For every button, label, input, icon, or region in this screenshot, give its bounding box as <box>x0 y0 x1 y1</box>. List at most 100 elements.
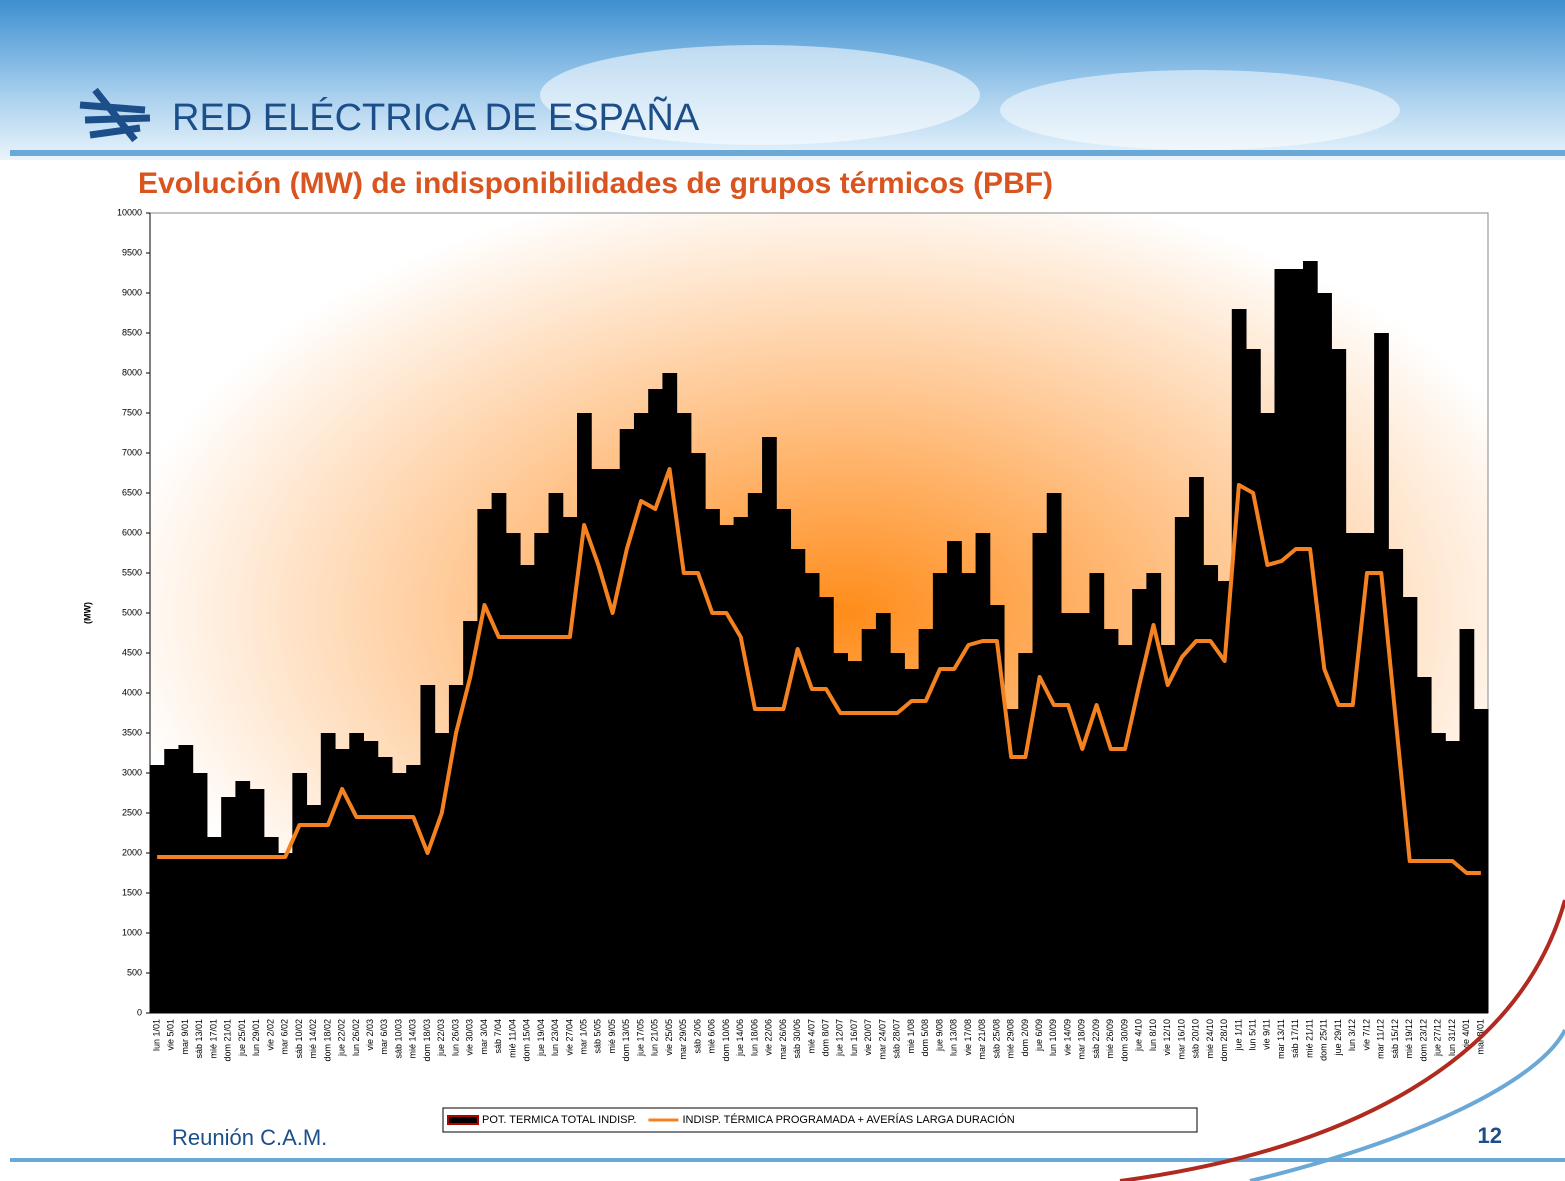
bar <box>890 653 905 1013</box>
x-tick-label: lun 31/12 <box>1447 1019 1457 1056</box>
y-axis-label: (MW) <box>82 602 92 624</box>
bar <box>548 493 564 1013</box>
x-tick-label: jue 27/12 <box>1433 1019 1443 1057</box>
x-tick-label: mié 6/06 <box>707 1019 717 1054</box>
cloud <box>540 45 980 145</box>
x-tick-label: lun 26/03 <box>450 1019 460 1056</box>
bar <box>1402 597 1418 1013</box>
bar <box>733 517 749 1013</box>
y-tick-label: 7000 <box>122 447 142 457</box>
bar <box>463 621 478 1013</box>
bar <box>1288 269 1304 1013</box>
bar <box>306 805 322 1013</box>
x-tick-label: vie 2/03 <box>365 1019 375 1051</box>
header-rule <box>10 150 1565 156</box>
bar <box>1274 269 1290 1013</box>
x-tick-label: vie 4/01 <box>1461 1019 1471 1051</box>
x-tick-label: jue 29/11 <box>1333 1019 1343 1056</box>
x-tick-label: jue 22/03 <box>436 1019 446 1057</box>
x-tick-label: lun 1/01 <box>151 1019 161 1051</box>
bar <box>932 573 948 1013</box>
bar <box>520 565 535 1013</box>
x-tick-label: lun 5/11 <box>1248 1019 1258 1050</box>
bar <box>1359 533 1375 1013</box>
x-tick-label: jue 6/09 <box>1034 1019 1044 1052</box>
legend-label: INDISP. TÉRMICA PROGRAMADA + AVERÍAS LAR… <box>682 1113 1014 1126</box>
x-tick-label: mar 26/06 <box>778 1019 788 1060</box>
bar <box>1317 293 1332 1013</box>
x-tick-label: mié 21/11 <box>1304 1019 1314 1058</box>
x-tick-label: jue 17/05 <box>635 1019 645 1057</box>
x-tick-label: mar 1/05 <box>579 1019 589 1055</box>
x-tick-label: vie 17/08 <box>963 1019 973 1056</box>
bar <box>619 429 635 1013</box>
y-tick-label: 5500 <box>122 567 142 577</box>
x-tick-label: dom 23/12 <box>1418 1019 1428 1062</box>
x-tick-label: vie 30/03 <box>465 1019 475 1056</box>
x-tick-label: mié 17/01 <box>208 1019 218 1059</box>
bar <box>833 653 848 1013</box>
bar <box>1117 645 1133 1013</box>
chart-title: Evolución (MW) de indisponibilidades de … <box>138 167 1053 200</box>
x-tick-label: sáb 25/08 <box>991 1019 1001 1059</box>
bar <box>150 765 165 1013</box>
x-tick-label: mar 6/02 <box>280 1019 290 1055</box>
bar <box>961 573 977 1013</box>
bar <box>591 469 606 1013</box>
decoration-curve <box>1119 899 1565 1181</box>
bar <box>363 741 379 1013</box>
bar <box>762 437 777 1013</box>
x-tick-label: lun 26/02 <box>351 1019 361 1056</box>
x-tick-label: lun 21/05 <box>650 1019 660 1056</box>
x-tick-label: mar 18/09 <box>1077 1019 1087 1060</box>
y-tick-label: 1500 <box>122 887 142 897</box>
decoration-curve <box>1249 1029 1565 1181</box>
x-tick-label: vie 14/09 <box>1062 1019 1072 1056</box>
bar <box>505 533 521 1013</box>
x-tick-label: sáb 2/06 <box>692 1019 702 1054</box>
bar <box>192 773 208 1013</box>
legend <box>442 1107 1198 1133</box>
x-tick-label: dom 21/01 <box>223 1019 233 1062</box>
bar <box>1231 309 1247 1013</box>
x-tick-label: sáb 17/11 <box>1290 1019 1300 1058</box>
legend-label: POT. TERMICA TOTAL INDISP. <box>482 1114 636 1126</box>
x-tick-label: dom 10/06 <box>721 1019 731 1062</box>
x-tick-label: jue 19/04 <box>536 1019 546 1057</box>
x-tick-label: jue 12/07 <box>835 1019 845 1057</box>
bar <box>819 597 834 1013</box>
bar <box>1032 533 1048 1013</box>
x-tick-label: mié 24/10 <box>1205 1019 1215 1059</box>
x-tick-label: dom 5/08 <box>920 1019 930 1057</box>
bar <box>377 757 393 1013</box>
page-number: 12 <box>1478 1123 1502 1148</box>
bar <box>1416 677 1432 1013</box>
bar <box>448 685 464 1013</box>
logo-text: RED ELÉCTRICA DE ESPAÑA <box>172 96 700 139</box>
line <box>157 467 1481 875</box>
bar <box>861 629 877 1013</box>
bar <box>1217 581 1233 1013</box>
y-tick-label: 9000 <box>122 287 142 297</box>
x-tick-label: sáb 10/03 <box>393 1019 403 1059</box>
legend-swatch <box>447 1115 479 1125</box>
bar <box>406 765 421 1013</box>
bar <box>1060 613 1076 1013</box>
x-tick-label: sáb 20/10 <box>1191 1019 1201 1059</box>
x-tick-label: mar 21/08 <box>977 1019 987 1060</box>
y-tick-label: 5000 <box>122 607 142 617</box>
x-tick-label: jue 1/11 <box>1233 1019 1243 1051</box>
bar <box>847 661 863 1013</box>
bar <box>1103 629 1119 1013</box>
legend-items: POT. TERMICA TOTAL INDISP. INDISP. TÉRMIC… <box>447 1113 1015 1126</box>
x-tick-label: vie 12/10 <box>1162 1019 1172 1056</box>
bar <box>676 413 692 1013</box>
bar <box>605 469 621 1013</box>
bar <box>1160 645 1176 1013</box>
x-tick-label: mié 1/08 <box>906 1019 916 1054</box>
x-tick-label: vie 2/02 <box>265 1019 275 1051</box>
x-tick-label: vie 7/12 <box>1361 1019 1371 1051</box>
x-tick-label: mié 11/04 <box>507 1019 517 1058</box>
bar <box>577 413 592 1013</box>
